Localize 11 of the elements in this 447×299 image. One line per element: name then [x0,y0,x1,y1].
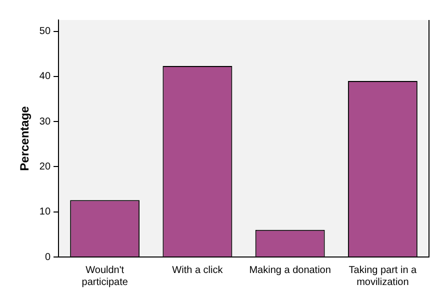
x-tick-label: Making a donation [249,264,331,276]
y-tick-label: 40 [39,71,51,82]
y-tick-label: 50 [39,26,51,38]
y-tick-label: 10 [39,206,51,218]
x-tick-label: With a click [172,264,224,276]
y-tick-label: 20 [39,161,51,172]
y-tick-label: 30 [39,116,51,128]
x-tick-label: Taking part in a movilization [348,264,418,288]
y-axis-title: Percentage [18,106,32,171]
y-tick-label: 0 [44,252,51,263]
x-tick-label: Wouldn't participate [82,264,128,288]
